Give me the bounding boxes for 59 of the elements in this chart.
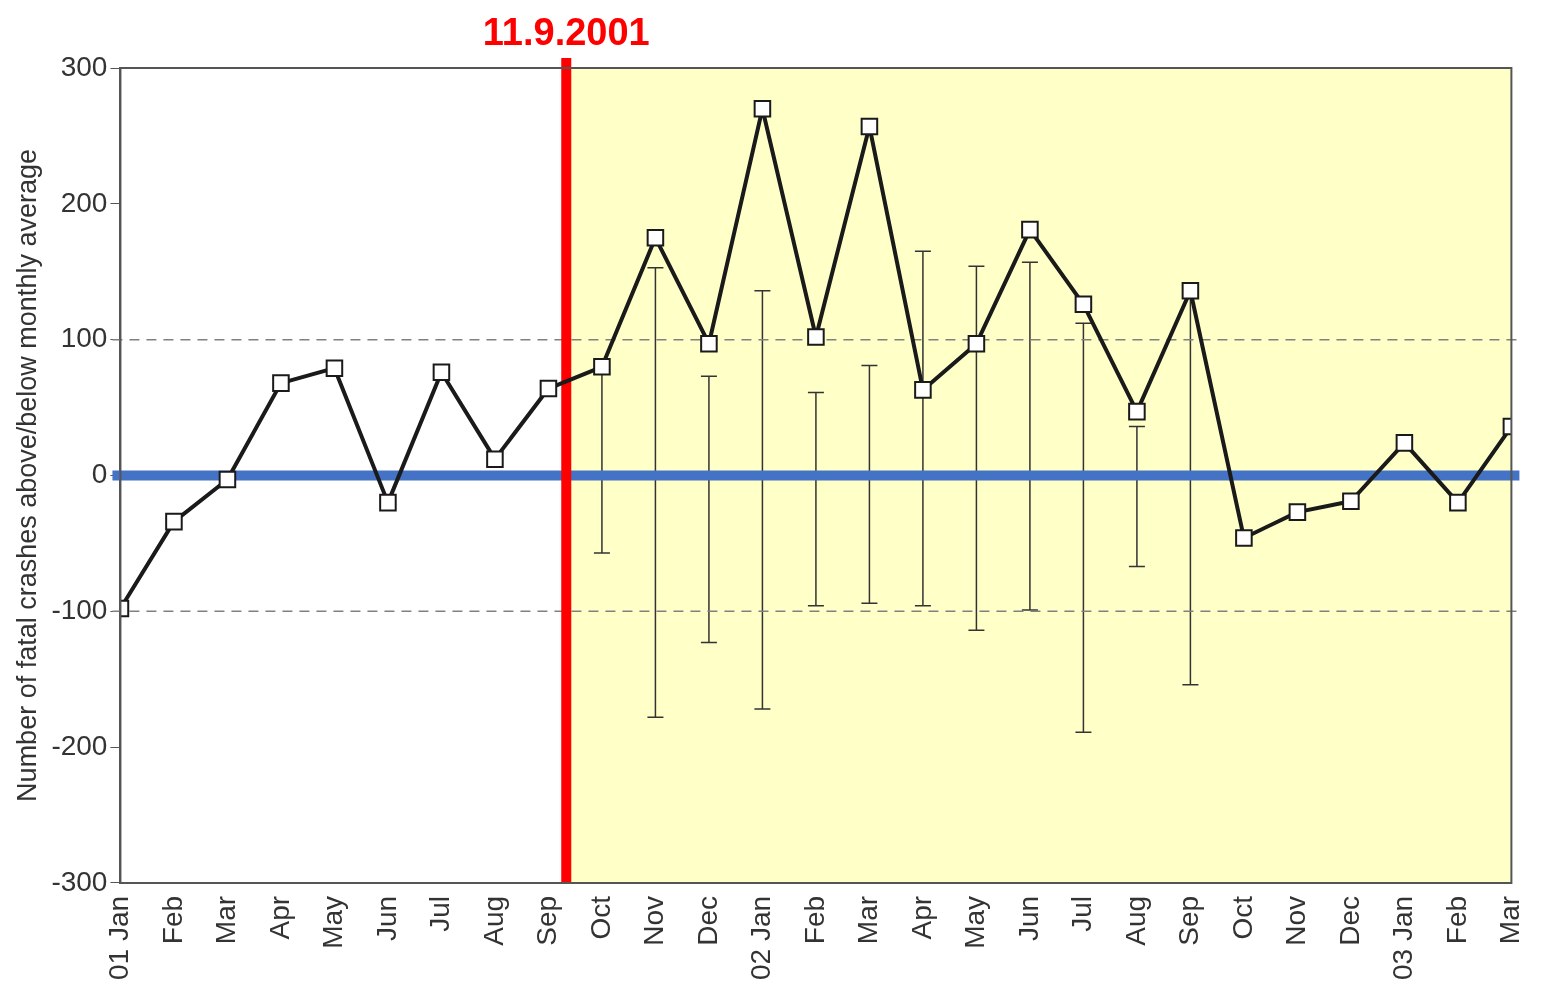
x-tick-label: Nov bbox=[638, 895, 670, 946]
point bbox=[860, 117, 879, 136]
point bbox=[1342, 492, 1360, 511]
x-tick-label: 02 Jan bbox=[745, 895, 777, 981]
y-tick-label: -200 bbox=[51, 729, 108, 761]
point bbox=[1128, 402, 1146, 421]
x-tick-label: Jun bbox=[370, 895, 402, 942]
point bbox=[1395, 434, 1414, 452]
x-tick-label: Nov bbox=[1280, 895, 1312, 946]
y-tick-label: 0 bbox=[91, 458, 108, 490]
point bbox=[1235, 529, 1253, 547]
x-tick-label: Feb bbox=[798, 895, 830, 945]
point bbox=[325, 359, 344, 377]
point bbox=[539, 379, 558, 398]
point bbox=[432, 363, 451, 382]
x-tick-label: Sep bbox=[1173, 895, 1205, 946]
point bbox=[1074, 295, 1093, 314]
point bbox=[486, 450, 504, 468]
y-tick-label: -300 bbox=[51, 865, 108, 897]
point bbox=[700, 334, 718, 353]
point bbox=[1449, 493, 1467, 512]
y-tick-label: -100 bbox=[51, 594, 108, 626]
x-tick-label: Mar bbox=[852, 895, 884, 945]
x-tick-label: Apr bbox=[905, 895, 937, 940]
x-tick-label: Aug bbox=[477, 895, 509, 946]
x-tick-label: Oct bbox=[1226, 895, 1258, 940]
point bbox=[1021, 220, 1039, 239]
x-tick-label: Feb bbox=[1440, 895, 1472, 945]
y-tick-label: 300 bbox=[60, 50, 108, 82]
x-tick-label: Apr bbox=[263, 895, 295, 940]
point bbox=[272, 374, 290, 392]
x-tick-label: Mar bbox=[1494, 895, 1526, 945]
x-tick-label: 03 Jan bbox=[1387, 895, 1419, 981]
y-tick-label: 200 bbox=[60, 186, 108, 218]
point bbox=[593, 358, 611, 376]
point bbox=[1288, 503, 1307, 521]
x-tick-label: 01 Jan bbox=[103, 895, 135, 981]
x-tick-label: Mar bbox=[210, 895, 242, 945]
point bbox=[1181, 281, 1200, 300]
ref-line-label: 11.9.2001 bbox=[482, 11, 650, 54]
point bbox=[967, 334, 986, 353]
x-tick-label: Jul bbox=[424, 895, 456, 932]
x-tick-label: Feb bbox=[156, 895, 188, 945]
x-tick-label: Oct bbox=[584, 895, 616, 940]
y-tick-label: 100 bbox=[60, 322, 108, 354]
x-tick-label: Jul bbox=[1066, 895, 1098, 932]
y-axis-title: Number of fatal crashes above/below monthly average bbox=[11, 149, 42, 802]
x-tick-label: May bbox=[317, 895, 349, 949]
x-tick-label: May bbox=[959, 895, 991, 949]
x-tick-label: Sep bbox=[531, 895, 563, 946]
x-tick-label: Jun bbox=[1012, 895, 1044, 942]
x-tick-label: Dec bbox=[1333, 895, 1365, 946]
point bbox=[914, 381, 932, 399]
point bbox=[753, 99, 772, 118]
x-tick-label: Dec bbox=[691, 895, 723, 946]
point bbox=[646, 229, 665, 247]
x-tick-label: Aug bbox=[1119, 895, 1151, 946]
point bbox=[218, 470, 237, 489]
point bbox=[379, 493, 397, 512]
